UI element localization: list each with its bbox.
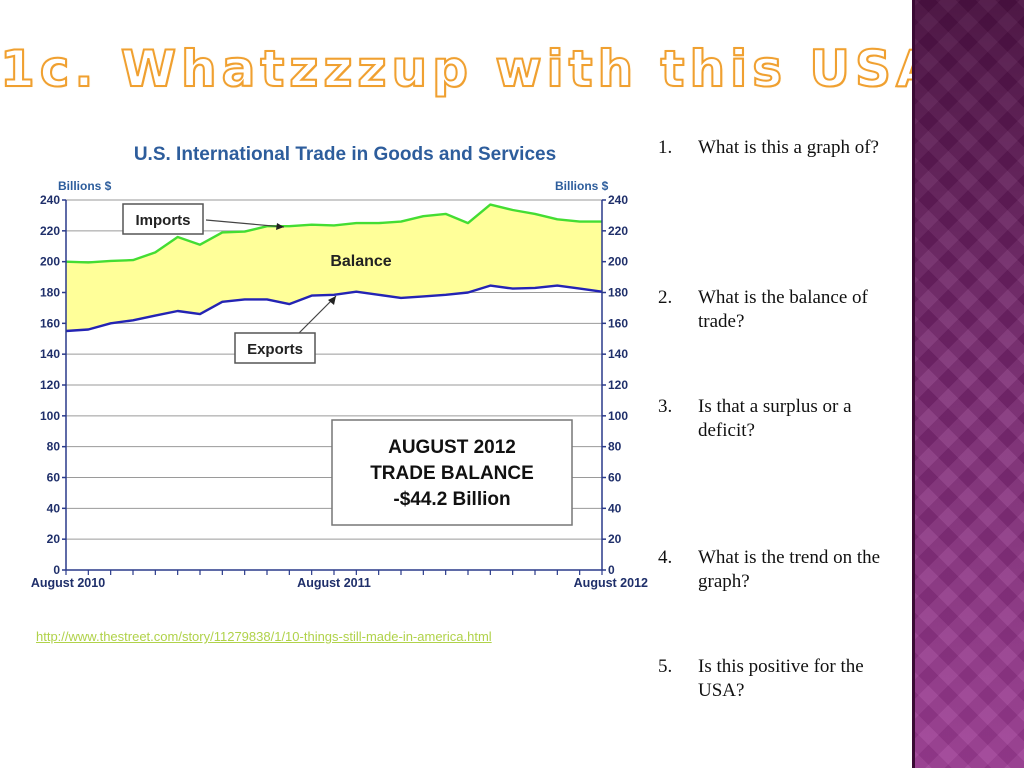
axis-layer <box>62 199 606 575</box>
question-text: What is the trend on the graph? <box>698 547 881 592</box>
imports-callout: Imports <box>122 203 285 235</box>
y-axis-label-left: Billions $ <box>58 179 112 193</box>
exports-callout: Exports <box>234 295 337 364</box>
y-tick-label-left: 100 <box>40 409 60 423</box>
y-tick-label-right: 100 <box>608 409 628 423</box>
trade-chart-svg: U.S. International Trade in Goods and Se… <box>14 130 654 600</box>
question-text: What is this a graph of? <box>698 137 879 158</box>
y-tick-label-left: 240 <box>40 193 60 207</box>
x-tick-label: August 2010 <box>31 576 105 590</box>
y-tick-label-right: 60 <box>608 471 622 485</box>
series-line-imports <box>65 203 602 264</box>
legend-exports: Exports <box>247 341 303 358</box>
slide-title: 1c. Whatzzzup with this USA? <box>0 39 974 99</box>
y-tick-label-left: 0 <box>53 563 60 577</box>
question-text: Is that a surplus or a deficit? <box>698 396 852 441</box>
question-item: 5. Is this positive for the USA? <box>658 655 908 703</box>
x-tick-label: August 2012 <box>574 576 648 590</box>
question-text: Is this positive for the USA? <box>698 656 864 701</box>
question-number: 2. <box>658 287 673 308</box>
y-tick-label-left: 20 <box>47 532 61 546</box>
y-tick-label-left: 180 <box>40 286 60 300</box>
decorative-side-panel <box>912 0 1024 768</box>
y-tick-label-left: 200 <box>40 255 60 269</box>
x-tick-label: August 2011 <box>297 576 371 590</box>
y-tick-label-right: 40 <box>608 501 622 515</box>
series-line-exports <box>65 284 603 333</box>
trade-balance-line-1: AUGUST 2012 <box>388 437 516 458</box>
question-number: 5. <box>658 656 673 677</box>
y-tick-label-right: 160 <box>608 316 628 330</box>
series-layer <box>65 203 603 333</box>
question-text: What is the balance of trade? <box>698 287 868 332</box>
y-tick-label-right: 240 <box>608 193 628 207</box>
y-tick-label-left: 140 <box>40 347 60 361</box>
balance-label: Balance <box>330 253 391 270</box>
y-tick-label-right: 120 <box>608 378 628 392</box>
question-item: 4. What is the trend on the graph? <box>658 546 908 594</box>
y-tick-label-left: 40 <box>47 501 61 515</box>
question-item: 2. What is the balance of trade? <box>658 286 908 334</box>
y-tick-label-right: 20 <box>608 532 622 546</box>
balance-fill-area <box>66 204 602 331</box>
y-tick-label-left: 80 <box>47 440 61 454</box>
y-tick-label-right: 200 <box>608 255 628 269</box>
trade-balance-line-2: TRADE BALANCE <box>370 463 534 484</box>
y-tick-label-left: 160 <box>40 316 60 330</box>
source-link[interactable]: http://www.thestreet.com/story/11279838/… <box>36 629 492 644</box>
y-tick-label-left: 220 <box>40 224 60 238</box>
question-item: 3. Is that a surplus or a deficit? <box>658 395 908 443</box>
trade-chart: U.S. International Trade in Goods and Se… <box>14 130 654 600</box>
question-item: 1. What is this a graph of? <box>658 136 908 160</box>
y-axis-label-right: Billions $ <box>555 179 609 193</box>
y-tick-label-left: 60 <box>47 471 61 485</box>
question-number: 4. <box>658 547 673 568</box>
y-tick-label-right: 220 <box>608 224 628 238</box>
y-tick-label-right: 80 <box>608 440 622 454</box>
chart-title: U.S. International Trade in Goods and Se… <box>134 144 556 165</box>
y-tick-label-right: 140 <box>608 347 628 361</box>
question-number: 1. <box>658 137 673 158</box>
tick-layer: 0 0 20 20 40 40 60 60 80 80 100 100 120 120 140 140 160 1… <box>31 193 648 590</box>
y-tick-label-left: 120 <box>40 378 60 392</box>
y-tick-label-right: 0 <box>608 563 615 577</box>
trade-balance-box: AUGUST 2012 TRADE BALANCE -$44.2 Billion <box>331 419 573 526</box>
trade-balance-line-3: -$44.2 Billion <box>393 489 510 510</box>
question-number: 3. <box>658 396 673 417</box>
legend-imports: Imports <box>135 212 190 229</box>
y-tick-label-right: 180 <box>608 286 628 300</box>
